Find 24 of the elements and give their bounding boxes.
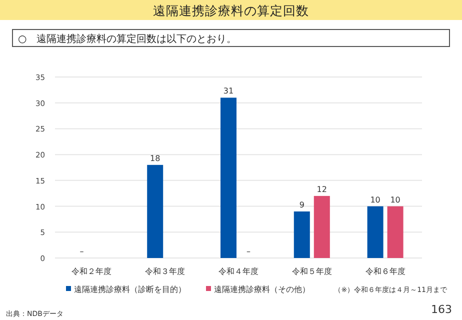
x-tick-label: 令和５年度 [292, 267, 332, 276]
bar [367, 206, 384, 258]
data-label: 18 [150, 154, 160, 163]
text: – [80, 247, 84, 256]
text: – [246, 247, 250, 256]
data-label: 12 [316, 184, 327, 194]
x-tick-label: 令和４年度 [218, 267, 258, 276]
legend-label: 遠隔連携診療料（その他） [214, 285, 310, 294]
x-tick-label: 令和６年度 [365, 267, 406, 276]
data-label: 31 [223, 86, 234, 96]
bar [147, 164, 164, 258]
x-tick-label: 令和２年度 [72, 267, 112, 276]
bar [387, 206, 404, 258]
bar [314, 196, 330, 258]
x-tick-label: 令和３年度 [145, 267, 186, 276]
bar [294, 211, 310, 258]
bar [220, 98, 236, 258]
text: 163 [431, 303, 452, 316]
chart-subtitle: ○ 遠隔連携診療料の算定回数は以下のとおり。 [18, 33, 237, 45]
data-label: 9 [299, 200, 304, 210]
data-label: 10 [390, 195, 400, 204]
legend-label: 遠隔連携診療料（診断を目的） [74, 285, 186, 294]
chart-title: 遠隔連携診療料の算定回数 [153, 3, 309, 18]
data-label: 10 [370, 195, 380, 204]
